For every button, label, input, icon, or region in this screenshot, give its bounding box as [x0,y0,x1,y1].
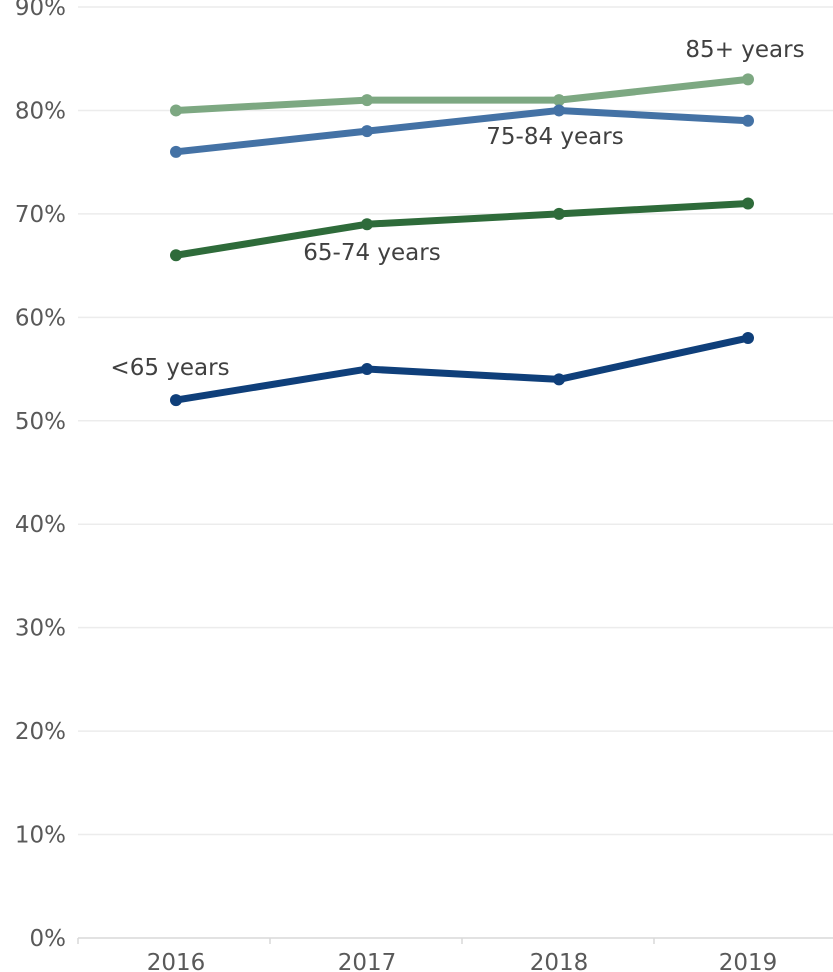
data-point [170,249,182,262]
series-group [170,73,754,407]
y-tick-label: 30% [15,616,66,642]
data-point [170,145,182,158]
x-tick-label: 2019 [719,950,778,972]
series-label: 75-84 years [486,124,623,150]
x-tick-label: 2018 [530,950,589,972]
series-labels: 85+ years 75-84 years 65-74 years <65 years [110,37,804,381]
axes: 0% 10% 20% 30% 40% 50% 60% 70% 80% 90% 2016 2017 201… [15,0,833,972]
y-tick-label: 50% [15,409,66,435]
series-1 [170,73,754,117]
series-label: <65 years [110,355,229,381]
x-tick-label: 2017 [338,950,397,972]
series-2 [170,104,754,158]
series-label: 85+ years [685,37,804,63]
series-line [172,334,752,404]
y-tick-label: 90% [15,0,66,21]
y-tick-label: 20% [15,719,66,745]
series-label: 65-74 years [303,240,440,266]
data-point [170,104,182,117]
data-point [170,394,182,407]
y-tick-label: 40% [15,512,66,538]
y-tick-label: 60% [15,305,66,331]
data-point [553,104,565,117]
gridlines [78,6,833,836]
data-point [361,125,373,138]
data-point [553,207,565,220]
data-point [553,373,565,386]
data-point [361,363,373,376]
x-tick-label: 2016 [147,950,206,972]
y-tick-label: 70% [15,202,66,228]
data-point [553,94,565,107]
data-point [742,197,754,210]
series-3 [170,197,754,262]
series-4 [170,332,754,407]
series-line [172,75,752,114]
data-point [361,94,373,107]
series-line [172,200,752,259]
data-point [361,218,373,231]
series-line [172,106,752,156]
y-tick-label: 0% [30,926,67,952]
y-tick-label: 10% [15,823,66,849]
data-point [742,114,754,127]
y-tick-label: 80% [15,98,66,124]
data-point [742,332,754,345]
data-point [742,73,754,86]
